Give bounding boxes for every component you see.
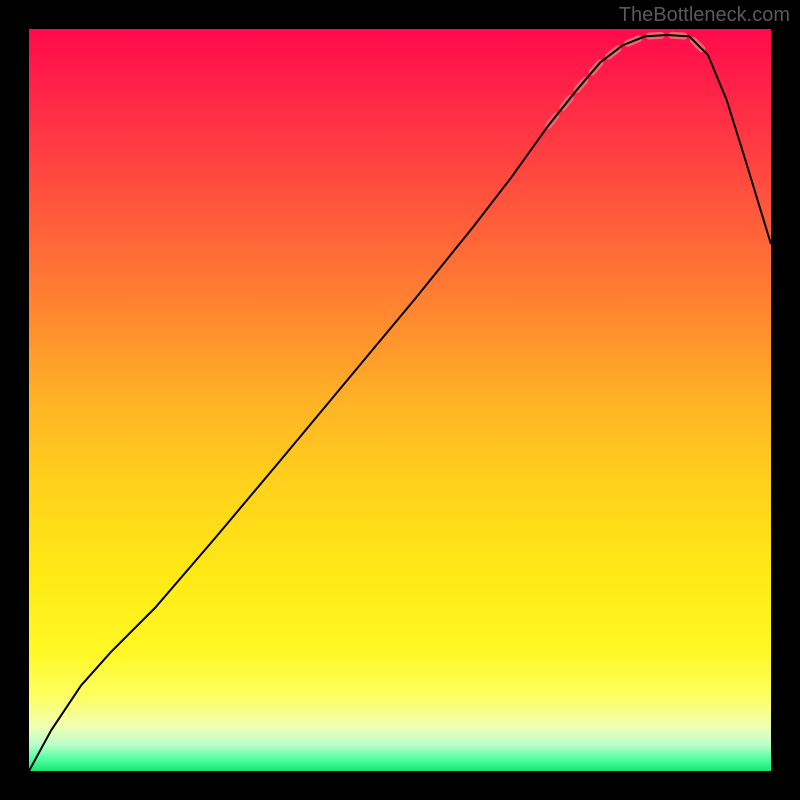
plot-area [29,29,771,771]
bottleneck-highlight [548,35,708,126]
watermark-text: TheBottleneck.com [619,4,790,27]
curve-layer [29,29,771,771]
bottleneck-curve [29,35,771,771]
